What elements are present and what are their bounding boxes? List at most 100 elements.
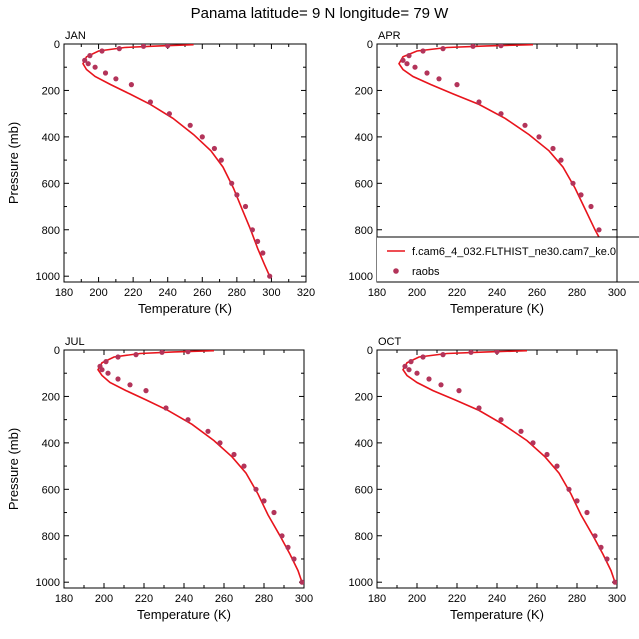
raobs-point bbox=[165, 44, 171, 49]
x-tick-label: 240 bbox=[488, 287, 506, 299]
x-tick-label: 280 bbox=[228, 287, 246, 299]
raobs-point bbox=[470, 44, 476, 49]
y-tick-label: 200 bbox=[42, 391, 60, 403]
raobs-point bbox=[291, 556, 297, 562]
raobs-point bbox=[128, 82, 134, 88]
raobs-point bbox=[404, 61, 410, 67]
raobs-point bbox=[267, 273, 273, 279]
raobs-point bbox=[456, 388, 462, 394]
raobs-point bbox=[412, 64, 418, 70]
raobs-point bbox=[234, 192, 240, 198]
x-tick-label: 260 bbox=[528, 593, 546, 605]
raobs-point bbox=[476, 99, 482, 105]
raobs-point bbox=[420, 354, 426, 360]
x-tick-label: 300 bbox=[295, 593, 313, 605]
raobs-point bbox=[494, 350, 500, 355]
x-tick-label: 300 bbox=[262, 287, 280, 299]
raobs-point bbox=[408, 359, 414, 365]
y-tick-label: 600 bbox=[355, 484, 373, 496]
panel-apr: 180 200 220 240 260 280 300 0 200 400 600 800 1000 AP… bbox=[349, 30, 627, 316]
legend-background bbox=[377, 237, 639, 282]
raobs-point bbox=[113, 76, 119, 82]
raobs-point bbox=[271, 509, 277, 516]
y-tick-label: 0 bbox=[367, 39, 373, 51]
figure-title: Panama latitude= 9 N longitude= 79 W bbox=[190, 5, 449, 22]
raobs-point bbox=[147, 99, 153, 105]
raobs-point bbox=[231, 451, 237, 458]
raobs-point bbox=[544, 451, 550, 458]
y-tick-label: 1000 bbox=[36, 271, 60, 283]
y-axis-label: Pressure (mb) bbox=[6, 122, 21, 204]
raobs-point bbox=[584, 509, 590, 516]
y-tick-label: 0 bbox=[54, 345, 60, 357]
x-tick-label: 220 bbox=[124, 287, 142, 299]
x-tick-label: 220 bbox=[135, 593, 153, 605]
y-tick-label: 400 bbox=[355, 438, 373, 450]
raobs-point bbox=[518, 428, 524, 434]
y-tick-label: 0 bbox=[54, 39, 60, 51]
y-tick-label: 1000 bbox=[349, 577, 373, 589]
raobs-point bbox=[285, 544, 291, 551]
raobs-point bbox=[424, 70, 430, 76]
x-tick-label: 240 bbox=[159, 287, 177, 299]
x-tick-label: 320 bbox=[297, 287, 315, 299]
y-tick-label: 600 bbox=[42, 178, 60, 190]
raobs-point bbox=[406, 367, 412, 373]
panel-month-label: APR bbox=[378, 30, 401, 42]
raobs-point bbox=[588, 203, 594, 210]
panel-month-label: OCT bbox=[378, 336, 402, 348]
raobs-point bbox=[414, 370, 420, 376]
raobs-point bbox=[574, 498, 580, 504]
x-tick-label: 280 bbox=[568, 593, 586, 605]
x-tick-label: 180 bbox=[368, 287, 386, 299]
raobs-point bbox=[438, 382, 444, 388]
x-tick-label: 200 bbox=[408, 287, 426, 299]
x-tick-label: 220 bbox=[448, 287, 466, 299]
y-tick-label: 400 bbox=[42, 132, 60, 144]
y-tick-label: 1000 bbox=[36, 577, 60, 589]
y-tick-label: 400 bbox=[355, 132, 373, 144]
x-tick-label: 260 bbox=[528, 287, 546, 299]
y-tick-label: 800 bbox=[355, 531, 373, 543]
panel-month-label: JUL bbox=[65, 336, 85, 348]
x-tick-label: 300 bbox=[608, 593, 626, 605]
raobs-point bbox=[468, 350, 474, 355]
raobs-point bbox=[598, 544, 604, 551]
raobs-point bbox=[143, 388, 149, 394]
x-tick-label: 300 bbox=[608, 287, 626, 299]
x-tick-label: 180 bbox=[55, 593, 73, 605]
y-tick-label: 800 bbox=[42, 531, 60, 543]
panel-jul: 180 200 220 240 260 280 300 0 200 400 600 800 1000 JU… bbox=[6, 336, 313, 622]
y-tick-label: 600 bbox=[42, 484, 60, 496]
legend-obs-label: raobs bbox=[412, 266, 440, 278]
raobs-point bbox=[604, 556, 610, 562]
x-tick-label: 180 bbox=[55, 287, 73, 299]
model-series-line bbox=[82, 44, 271, 277]
raobs-point bbox=[140, 44, 147, 49]
x-tick-label: 240 bbox=[175, 593, 193, 605]
panel-jan: 180 200 220 240 260 280 300 320 0 200 400 600 800 100… bbox=[6, 30, 315, 316]
y-tick-label: 200 bbox=[42, 85, 60, 97]
x-axis-label: Temperature (K) bbox=[137, 607, 231, 622]
raobs-point bbox=[127, 382, 133, 388]
raobs-point bbox=[554, 463, 560, 469]
raobs-point bbox=[255, 238, 261, 244]
raobs-point bbox=[279, 533, 285, 539]
raobs-point bbox=[242, 203, 249, 210]
y-tick-label: 800 bbox=[42, 225, 60, 237]
panel-oct: 180 200 220 240 260 280 300 0 200 400 600 800 1000 OC… bbox=[349, 336, 627, 622]
raobs-point bbox=[570, 180, 576, 186]
raobs-point bbox=[440, 352, 446, 358]
plot-frame bbox=[63, 349, 305, 589]
y-tick-label: 400 bbox=[42, 438, 60, 450]
legend-model-label: f.cam6_4_032.FLTHIST_ne30.cam7_ke.0 bbox=[412, 246, 616, 258]
raobs-point bbox=[229, 180, 235, 186]
x-axis-label: Temperature (K) bbox=[450, 301, 544, 316]
raobs-point bbox=[253, 486, 259, 492]
y-tick-label: 600 bbox=[355, 178, 373, 190]
raobs-point bbox=[199, 134, 205, 140]
x-tick-label: 280 bbox=[255, 593, 273, 605]
raobs-point bbox=[249, 227, 255, 233]
x-tick-label: 240 bbox=[488, 593, 506, 605]
